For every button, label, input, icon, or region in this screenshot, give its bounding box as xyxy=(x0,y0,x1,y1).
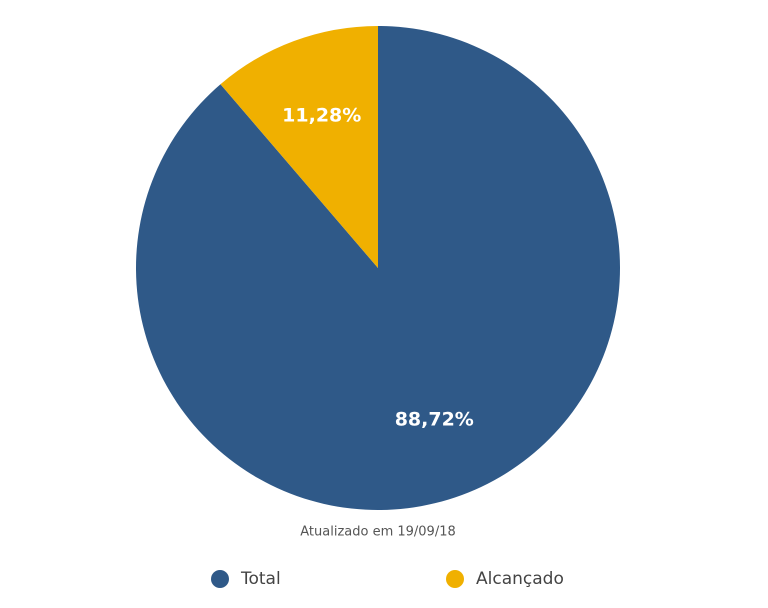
caption: Atualizado em 19/09/18 xyxy=(300,525,456,540)
value-label: 88,72% xyxy=(395,409,474,431)
pie-slice xyxy=(220,26,378,268)
legend-label: Total xyxy=(240,569,281,589)
pie-slice xyxy=(135,26,620,510)
legend-label: Alcançado xyxy=(476,569,564,589)
legend-marker xyxy=(446,570,464,588)
value-label: 11,28% xyxy=(282,104,361,126)
legend-marker xyxy=(211,570,229,588)
